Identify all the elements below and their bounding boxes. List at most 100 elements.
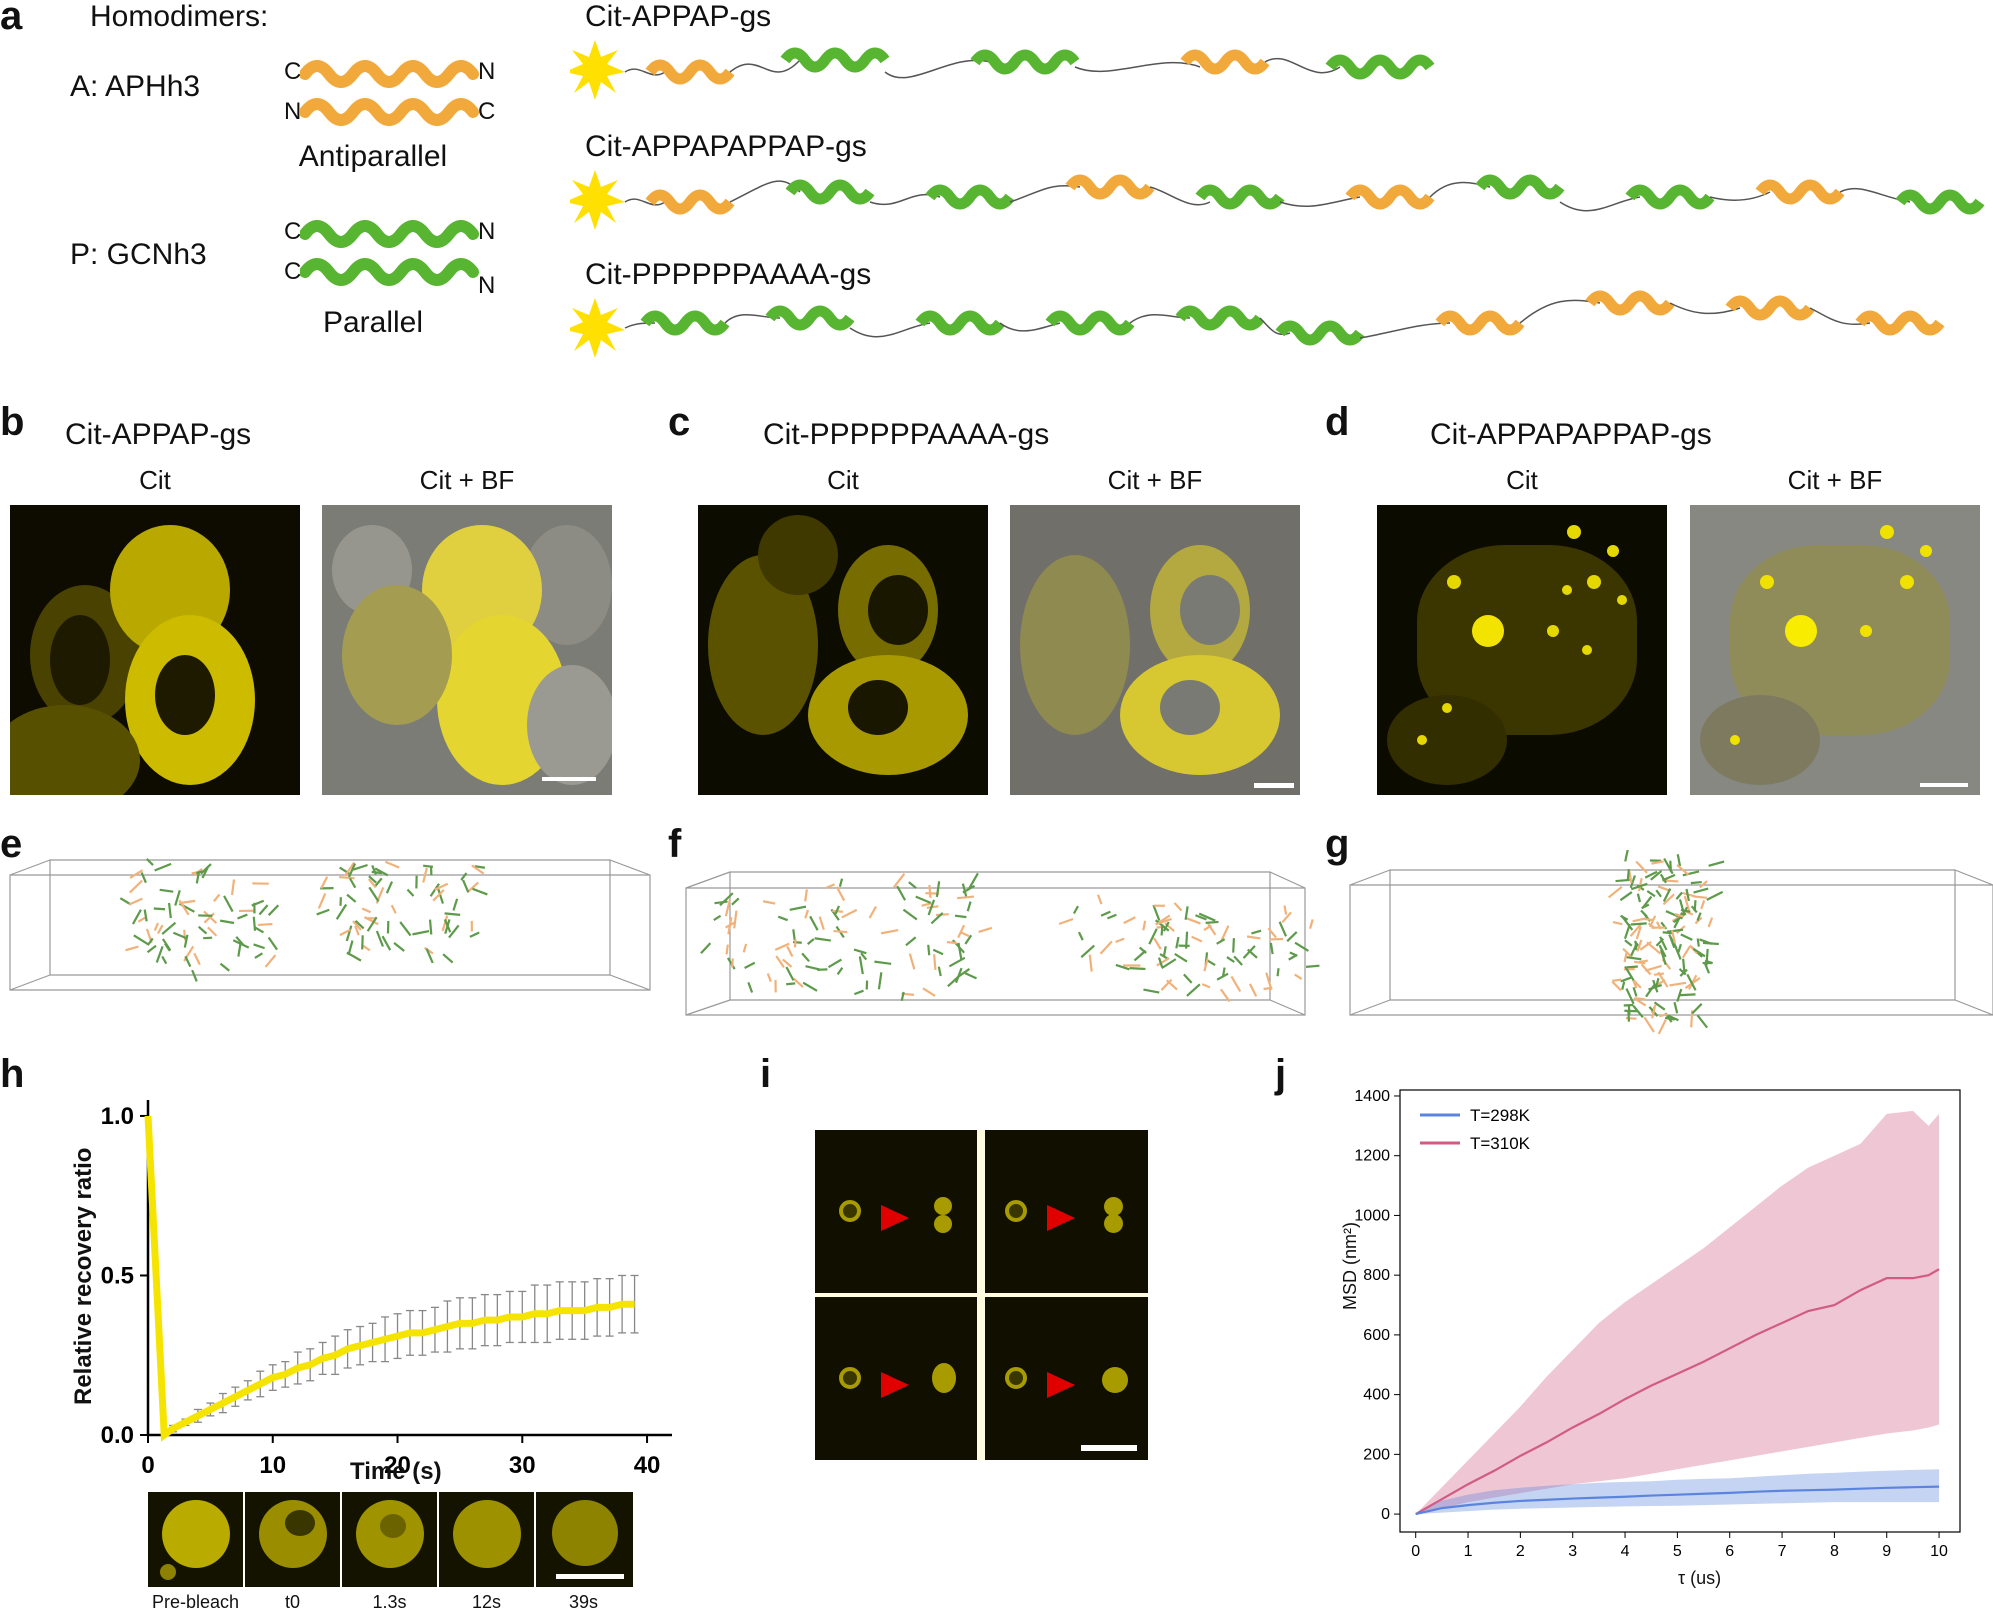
- j-xtick: 1: [1464, 1543, 1473, 1560]
- protein-segment: [1647, 891, 1655, 896]
- protein-segment: [1295, 975, 1302, 979]
- protein-segment: [745, 963, 755, 968]
- protein-segment: [720, 893, 733, 905]
- protein-segment: [1626, 957, 1642, 959]
- protein-segment: [933, 950, 943, 954]
- protein-segment: [1692, 1004, 1702, 1014]
- protein-segment: [1613, 922, 1622, 924]
- protein-segment: [155, 864, 171, 871]
- j-xtick: 8: [1830, 1543, 1839, 1560]
- protein-segment: [1681, 934, 1693, 940]
- protein-segment: [1143, 990, 1159, 993]
- protein-segment: [786, 983, 795, 984]
- protein-segment: [1679, 994, 1696, 995]
- j-xtick: 5: [1673, 1543, 1682, 1560]
- antiparallel-helix-top: [305, 66, 473, 82]
- protein-segment: [1625, 953, 1627, 962]
- protein-segment: [903, 910, 916, 920]
- panel-label-b: b: [0, 400, 24, 445]
- protein-segment: [387, 882, 392, 894]
- protein-segment: [162, 956, 166, 963]
- protein-segment: [199, 927, 207, 934]
- protein-segment: [175, 890, 180, 905]
- protein-segment: [208, 927, 216, 935]
- terminus-c: C: [284, 218, 301, 246]
- protein-segment: [1175, 903, 1182, 911]
- terminus-c: C: [284, 58, 301, 86]
- protein-segment: [1295, 943, 1308, 951]
- protein-segment: [906, 937, 916, 945]
- protein-segment: [362, 908, 370, 912]
- protein-segment: [860, 956, 863, 974]
- protein-segment: [1176, 937, 1178, 948]
- protein-segment: [732, 898, 739, 904]
- protein-segment: [854, 991, 863, 994]
- j-ytick: 0: [1381, 1506, 1390, 1523]
- protein-segment: [134, 935, 149, 944]
- protein-segment: [1289, 956, 1296, 960]
- protein-segment: [1694, 889, 1709, 893]
- protein-segment: [1264, 988, 1273, 989]
- protein-segment: [1616, 880, 1630, 881]
- protein-segment: [1107, 915, 1116, 919]
- protein-segment: [955, 916, 966, 917]
- protein-segment: [840, 879, 842, 887]
- protein-segment: [923, 988, 935, 996]
- protein-segment: [1683, 946, 1690, 957]
- protein-segment: [949, 958, 964, 967]
- protein-segment: [1124, 917, 1136, 923]
- c-cit-label: Cit: [698, 465, 988, 496]
- protein-segment: [463, 880, 468, 892]
- frame-1-3s: [342, 1492, 437, 1587]
- protein-segment: [815, 938, 831, 940]
- protein-segment: [184, 930, 185, 941]
- protein-segment: [802, 953, 809, 961]
- protein-segment: [947, 942, 957, 943]
- j-xtick: 6: [1725, 1543, 1734, 1560]
- protein-segment: [412, 931, 429, 934]
- h-ytick: 1.0: [101, 1103, 134, 1130]
- protein-segment: [1116, 939, 1125, 942]
- legend-label: T=298K: [1470, 1106, 1531, 1125]
- protein-segment: [392, 905, 396, 913]
- protein-segment: [145, 910, 147, 922]
- protein-segment: [1625, 940, 1632, 945]
- protein-segment: [162, 923, 175, 934]
- protein-segment: [1202, 984, 1210, 987]
- frame-12s: [439, 1492, 534, 1587]
- protein-segment: [1164, 946, 1166, 956]
- terminus-n: N: [284, 98, 301, 126]
- micrograph-d-cit-bf: [1690, 505, 1980, 795]
- protein-segment: [125, 947, 138, 951]
- title-b: Cit-APPAP-gs: [65, 418, 251, 452]
- j-xtick: 3: [1568, 1543, 1577, 1560]
- d-cit-label: Cit: [1377, 465, 1667, 496]
- protein-segment: [238, 943, 240, 957]
- scale-bar: [1254, 783, 1294, 788]
- protein-segment: [232, 880, 234, 896]
- protein-segment: [407, 890, 413, 897]
- protein-clusters: [120, 850, 1724, 1034]
- protein-segment: [803, 983, 817, 991]
- protein-segment: [1280, 922, 1286, 937]
- protein-segment: [163, 939, 170, 950]
- protein-segment: [820, 917, 824, 930]
- legend-label: T=310K: [1470, 1134, 1531, 1153]
- protein-segment: [939, 967, 941, 976]
- label-A-APHh3: A: APHh3: [70, 70, 200, 104]
- fusion-frame-4: [985, 1297, 1148, 1460]
- protein-segment: [1636, 862, 1647, 873]
- protein-segment: [473, 889, 488, 895]
- protein-segment: [1691, 882, 1702, 883]
- protein-segment: [1184, 974, 1192, 982]
- protein-segment: [854, 950, 866, 954]
- protein-segment: [337, 904, 346, 919]
- protein-segment: [957, 897, 974, 899]
- j-ytick: 1400: [1354, 1088, 1390, 1105]
- protein-segment: [1233, 938, 1234, 953]
- protein-segment: [1234, 956, 1242, 965]
- protein-segment: [1074, 906, 1078, 913]
- protein-segment: [1206, 922, 1219, 923]
- protein-segment: [979, 928, 992, 932]
- protein-segment: [254, 944, 265, 948]
